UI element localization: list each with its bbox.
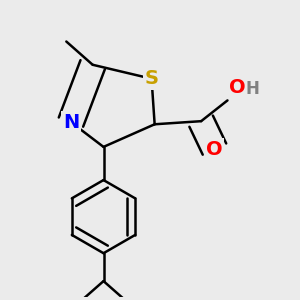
Text: N: N: [63, 112, 79, 132]
Text: H: H: [245, 80, 259, 98]
Text: O: O: [229, 78, 246, 97]
Text: S: S: [145, 69, 158, 88]
Text: O: O: [206, 140, 223, 159]
